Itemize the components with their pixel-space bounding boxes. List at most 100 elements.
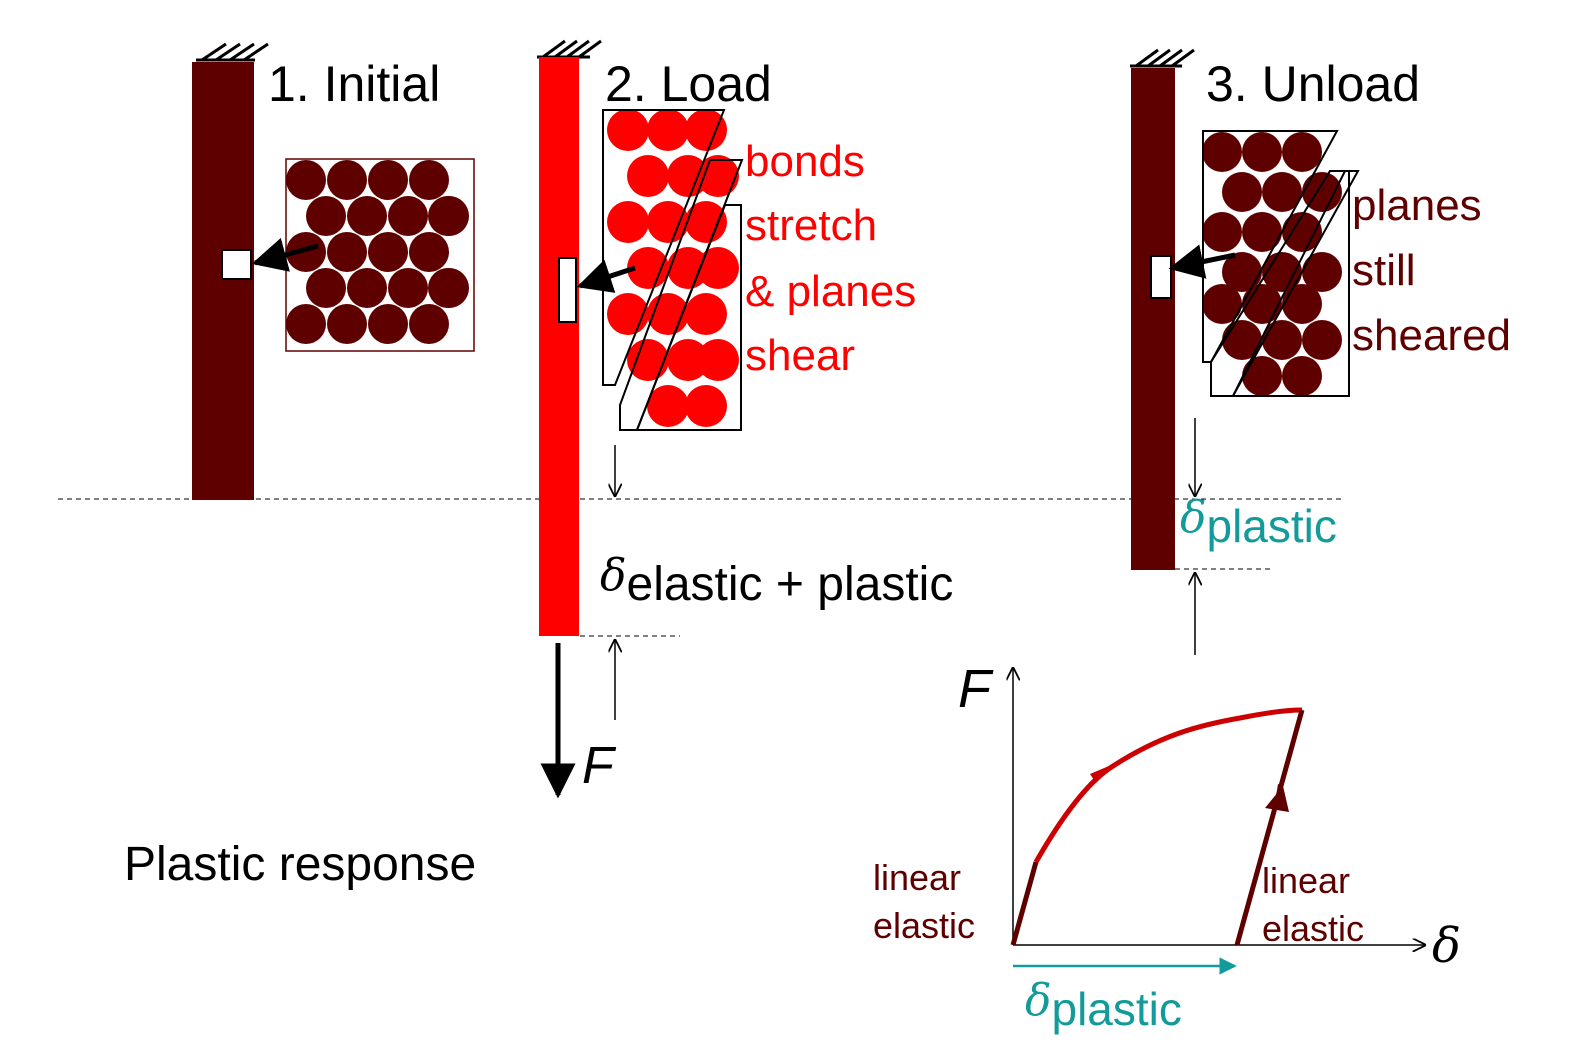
atom: [1302, 252, 1342, 292]
atom: [1262, 320, 1302, 360]
load-wall-hatch: [537, 39, 602, 59]
atom: [368, 304, 408, 344]
atom: [667, 155, 709, 197]
graph-left-label-line-2: elastic: [873, 905, 975, 946]
atom: [409, 232, 449, 272]
graph-right-label: linear elastic: [1262, 860, 1364, 949]
initial-zoom-arrow: [251, 237, 319, 272]
unloading-direction-arrowhead-tip: [1265, 786, 1289, 812]
unload-caption-line-1: planes: [1352, 181, 1482, 230]
unload-title: 3. Unload: [1206, 56, 1420, 112]
atom: [647, 385, 689, 427]
unload-bar: [1131, 68, 1175, 570]
atom: [1282, 284, 1322, 324]
atom: [286, 304, 326, 344]
atom: [667, 339, 709, 381]
load-caption: bonds stretch & planes shear: [745, 137, 916, 380]
unload-delta-label: δplastic: [1180, 492, 1337, 552]
stage-load: 2. Load bonds stretch & planes shear δel…: [537, 39, 953, 799]
atom: [1302, 320, 1342, 360]
load-force-label: F: [582, 737, 617, 795]
atom: [667, 247, 709, 289]
load-delta-symbol: δ: [600, 550, 627, 601]
atom: [368, 232, 408, 272]
graph-left-label: linear elastic: [873, 857, 975, 946]
graph-plastic-offset-subscript: plastic: [1052, 983, 1182, 1035]
graph-left-label-line-1: linear: [873, 857, 961, 898]
atom: [1282, 212, 1322, 252]
atom: [286, 232, 326, 272]
load-title: 2. Load: [605, 56, 772, 112]
atom: [327, 232, 367, 272]
atom: [1302, 172, 1342, 212]
unload-caption-line-3: sheared: [1352, 311, 1511, 360]
atom: [327, 304, 367, 344]
atom: [1262, 252, 1302, 292]
atom: [1242, 132, 1282, 172]
plastic-response-label: Plastic response: [124, 838, 476, 891]
unload-delta-symbol: δ: [1180, 492, 1207, 543]
atom: [388, 196, 428, 236]
atom: [1242, 212, 1282, 252]
load-zoom-arrow: [576, 259, 636, 293]
atom: [1202, 284, 1242, 324]
atom: [697, 339, 739, 381]
initial-bar: [192, 62, 254, 500]
load-atom-lattice: [607, 109, 739, 427]
atom: [1202, 132, 1242, 172]
unload-marker-rect: [1150, 255, 1172, 299]
atom: [1242, 284, 1282, 324]
atom: [685, 201, 727, 243]
atom: [1282, 356, 1322, 396]
atom: [388, 268, 428, 308]
loading-elastic-segment: [1010, 861, 1039, 946]
loading-plastic-curve: [1033, 707, 1303, 864]
initial-wall-hatch: [196, 42, 269, 62]
load-caption-line-4: shear: [745, 331, 855, 380]
graph-right-label-line-2: elastic: [1262, 908, 1364, 949]
atom: [1242, 356, 1282, 396]
atom: [685, 293, 727, 335]
load-delta-label: δelastic + plastic: [600, 550, 953, 611]
atom: [627, 339, 669, 381]
graph-plastic-offset-label: δplastic: [1025, 975, 1182, 1035]
unload-wall-hatch: [1130, 48, 1195, 68]
atom: [607, 109, 649, 151]
atom: [1222, 172, 1262, 212]
initial-atom-lattice: [286, 160, 469, 344]
atom: [306, 196, 346, 236]
atom: [347, 196, 387, 236]
atom: [647, 109, 689, 151]
atom: [428, 196, 468, 236]
atom: [409, 160, 449, 200]
stage-initial: 1. Initial: [192, 42, 475, 500]
stage-unload: 3. Unload planes still sheared δplastic: [1130, 48, 1511, 655]
atom: [697, 247, 739, 289]
atom: [1282, 132, 1322, 172]
initial-marker-square: [221, 249, 252, 280]
load-marker-rect: [558, 257, 577, 323]
atom: [685, 109, 727, 151]
graph-right-label-line-1: linear: [1262, 860, 1350, 901]
atom: [409, 304, 449, 344]
graph-plastic-offset-symbol: δ: [1025, 975, 1052, 1026]
atom: [347, 268, 387, 308]
atom: [286, 160, 326, 200]
unload-caption: planes still sheared: [1352, 181, 1511, 360]
load-bar: [539, 57, 579, 636]
unload-caption-line-2: still: [1352, 246, 1416, 295]
load-delta-subscript: elastic + plastic: [627, 558, 954, 611]
graph-y-axis-label: F: [958, 659, 994, 719]
initial-title: 1. Initial: [268, 56, 440, 112]
atom: [327, 160, 367, 200]
graph-x-axis-label: δ: [1432, 918, 1461, 974]
unload-slip-planes: [1202, 130, 1360, 397]
load-slip-planes: [602, 109, 744, 431]
load-caption-line-1: bonds: [745, 137, 865, 186]
unload-zoom-arrow: [1168, 244, 1236, 279]
atom: [1222, 252, 1262, 292]
atom: [627, 247, 669, 289]
unload-atom-lattice: [1202, 132, 1342, 396]
unload-delta-subscript: plastic: [1207, 500, 1337, 552]
